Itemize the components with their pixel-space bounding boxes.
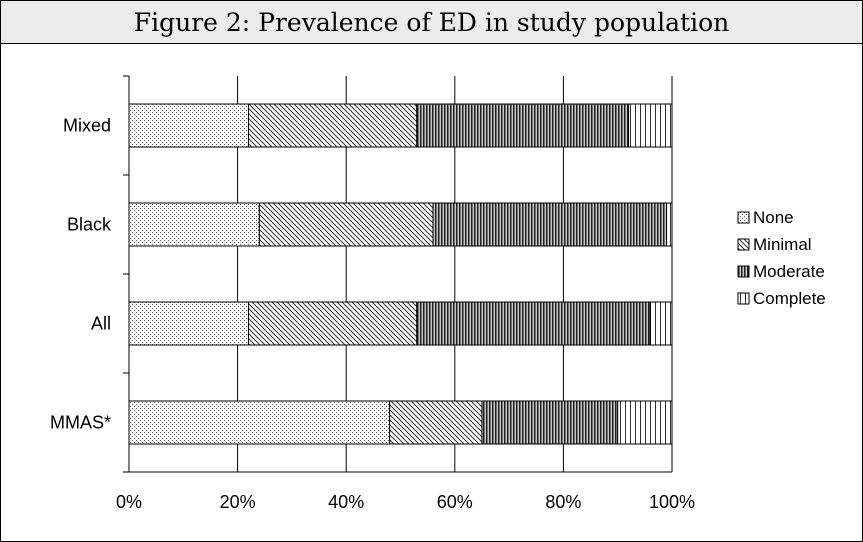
x-tick-label: 80% xyxy=(545,492,581,512)
legend-swatch xyxy=(737,265,750,278)
legend-swatch xyxy=(737,292,750,305)
legend-label: Minimal xyxy=(753,235,812,254)
bar-segment-moderate-mixed xyxy=(416,103,630,148)
category-label: All xyxy=(91,314,111,334)
bar-segment-none-all xyxy=(128,301,249,346)
bar-segment-none-mmas xyxy=(128,400,391,445)
bar-segment-none-mixed xyxy=(128,103,249,148)
bar-segment-complete-black xyxy=(666,202,673,247)
bar-segment-moderate-black xyxy=(432,202,668,247)
bar-segment-moderate-mmas xyxy=(481,400,619,445)
category-label: MMAS* xyxy=(50,413,111,433)
bar-segment-moderate-all xyxy=(416,301,651,346)
bar-segment-minimal-mmas xyxy=(389,400,483,445)
x-tick-label: 100% xyxy=(649,492,695,512)
bar-segment-complete-mixed xyxy=(628,103,673,148)
bar-segment-none-black xyxy=(128,202,260,247)
category-label: Black xyxy=(67,215,112,235)
x-tick-label: 0% xyxy=(116,492,142,512)
bar-segment-complete-mmas xyxy=(617,400,673,445)
legend-swatch xyxy=(737,238,750,251)
bar-segment-minimal-all xyxy=(247,301,418,346)
bar-segment-minimal-mixed xyxy=(247,103,418,148)
category-label: Mixed xyxy=(63,116,111,136)
chart-title: Figure 2: Prevalence of ED in study popu… xyxy=(1,1,862,44)
legend-label: Moderate xyxy=(753,262,825,281)
legend-label: None xyxy=(753,208,794,227)
x-tick-label: 20% xyxy=(220,492,256,512)
x-tick-label: 40% xyxy=(328,492,364,512)
legend-label: Complete xyxy=(753,289,826,308)
bar-segment-minimal-black xyxy=(258,202,434,247)
x-tick-label: 60% xyxy=(437,492,473,512)
bar-segment-complete-all xyxy=(649,301,673,346)
legend-swatch xyxy=(737,211,750,224)
